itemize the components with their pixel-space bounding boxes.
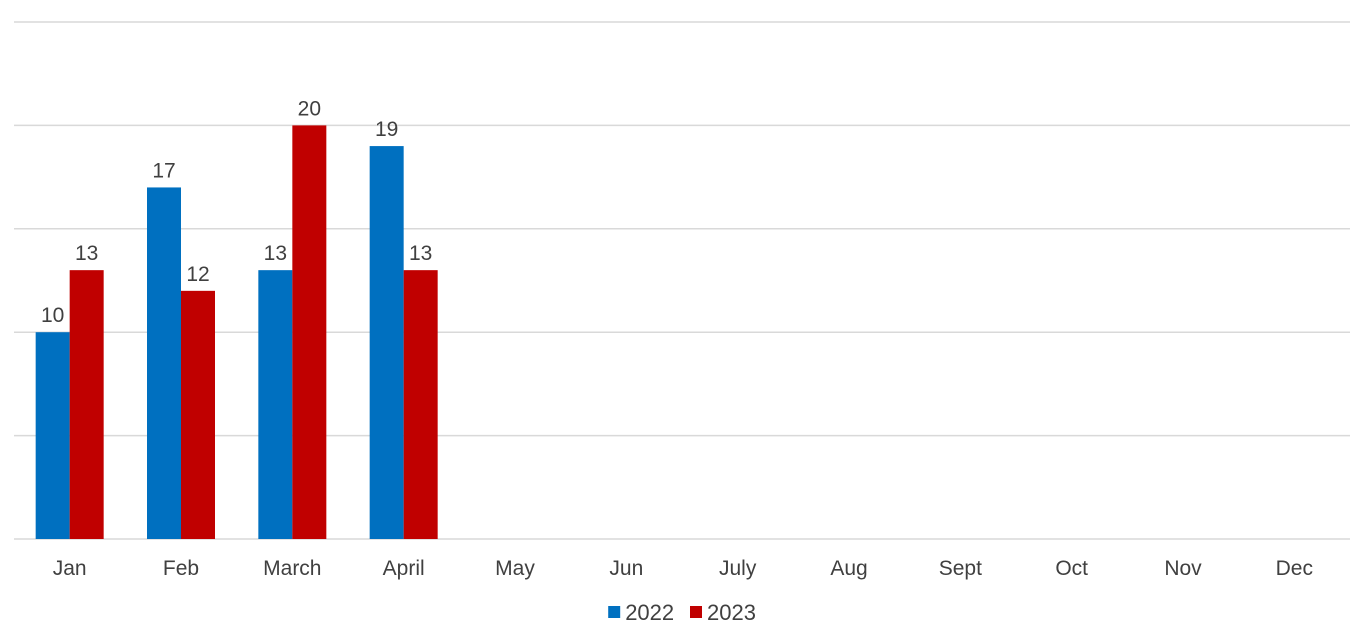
legend-swatch-2023 bbox=[690, 606, 702, 618]
x-tick-label-Nov: Nov bbox=[1164, 557, 1202, 580]
legend-label-2023: 2023 bbox=[707, 600, 756, 625]
x-tick-label-Oct: Oct bbox=[1055, 557, 1088, 580]
x-axis-tick-labels: Jan Feb March April May Jun July Aug Sept Oct Nov D… bbox=[53, 557, 1313, 580]
x-tick-label-March: March bbox=[263, 557, 321, 580]
legend: 2022 2023 bbox=[608, 600, 756, 625]
data-label-2023-Jan: 13 bbox=[75, 242, 98, 265]
bar-2023-Jan bbox=[70, 270, 104, 539]
data-label-2023-Feb: 12 bbox=[186, 263, 209, 286]
bar-2023-March bbox=[292, 125, 326, 539]
x-tick-label-Sept: Sept bbox=[939, 557, 982, 580]
data-label-2022-March: 13 bbox=[264, 242, 287, 265]
x-tick-label-Jun: Jun bbox=[609, 557, 643, 580]
x-tick-label-Feb: Feb bbox=[163, 557, 199, 580]
bar-2022-Feb bbox=[147, 187, 181, 539]
legend-swatch-2022 bbox=[608, 606, 620, 618]
data-label-2023-April: 13 bbox=[409, 242, 432, 265]
x-tick-label-July: July bbox=[719, 557, 757, 580]
x-tick-label-Dec: Dec bbox=[1276, 557, 1313, 580]
bar-2023-Feb bbox=[181, 291, 215, 539]
bar-2023-April bbox=[404, 270, 438, 539]
legend-label-2022: 2022 bbox=[625, 600, 674, 625]
bar-2022-April bbox=[370, 146, 404, 539]
x-tick-label-May: May bbox=[495, 557, 535, 580]
x-tick-label-Aug: Aug bbox=[830, 557, 867, 580]
data-label-2022-Jan: 10 bbox=[41, 304, 64, 327]
x-tick-label-April: April bbox=[383, 557, 425, 580]
data-label-2023-March: 20 bbox=[298, 97, 321, 120]
x-tick-label-Jan: Jan bbox=[53, 557, 87, 580]
data-label-2022-Feb: 17 bbox=[152, 159, 175, 182]
data-label-2022-April: 19 bbox=[375, 118, 398, 141]
bar-2022-March bbox=[258, 270, 292, 539]
bar-2022-Jan bbox=[36, 332, 70, 539]
